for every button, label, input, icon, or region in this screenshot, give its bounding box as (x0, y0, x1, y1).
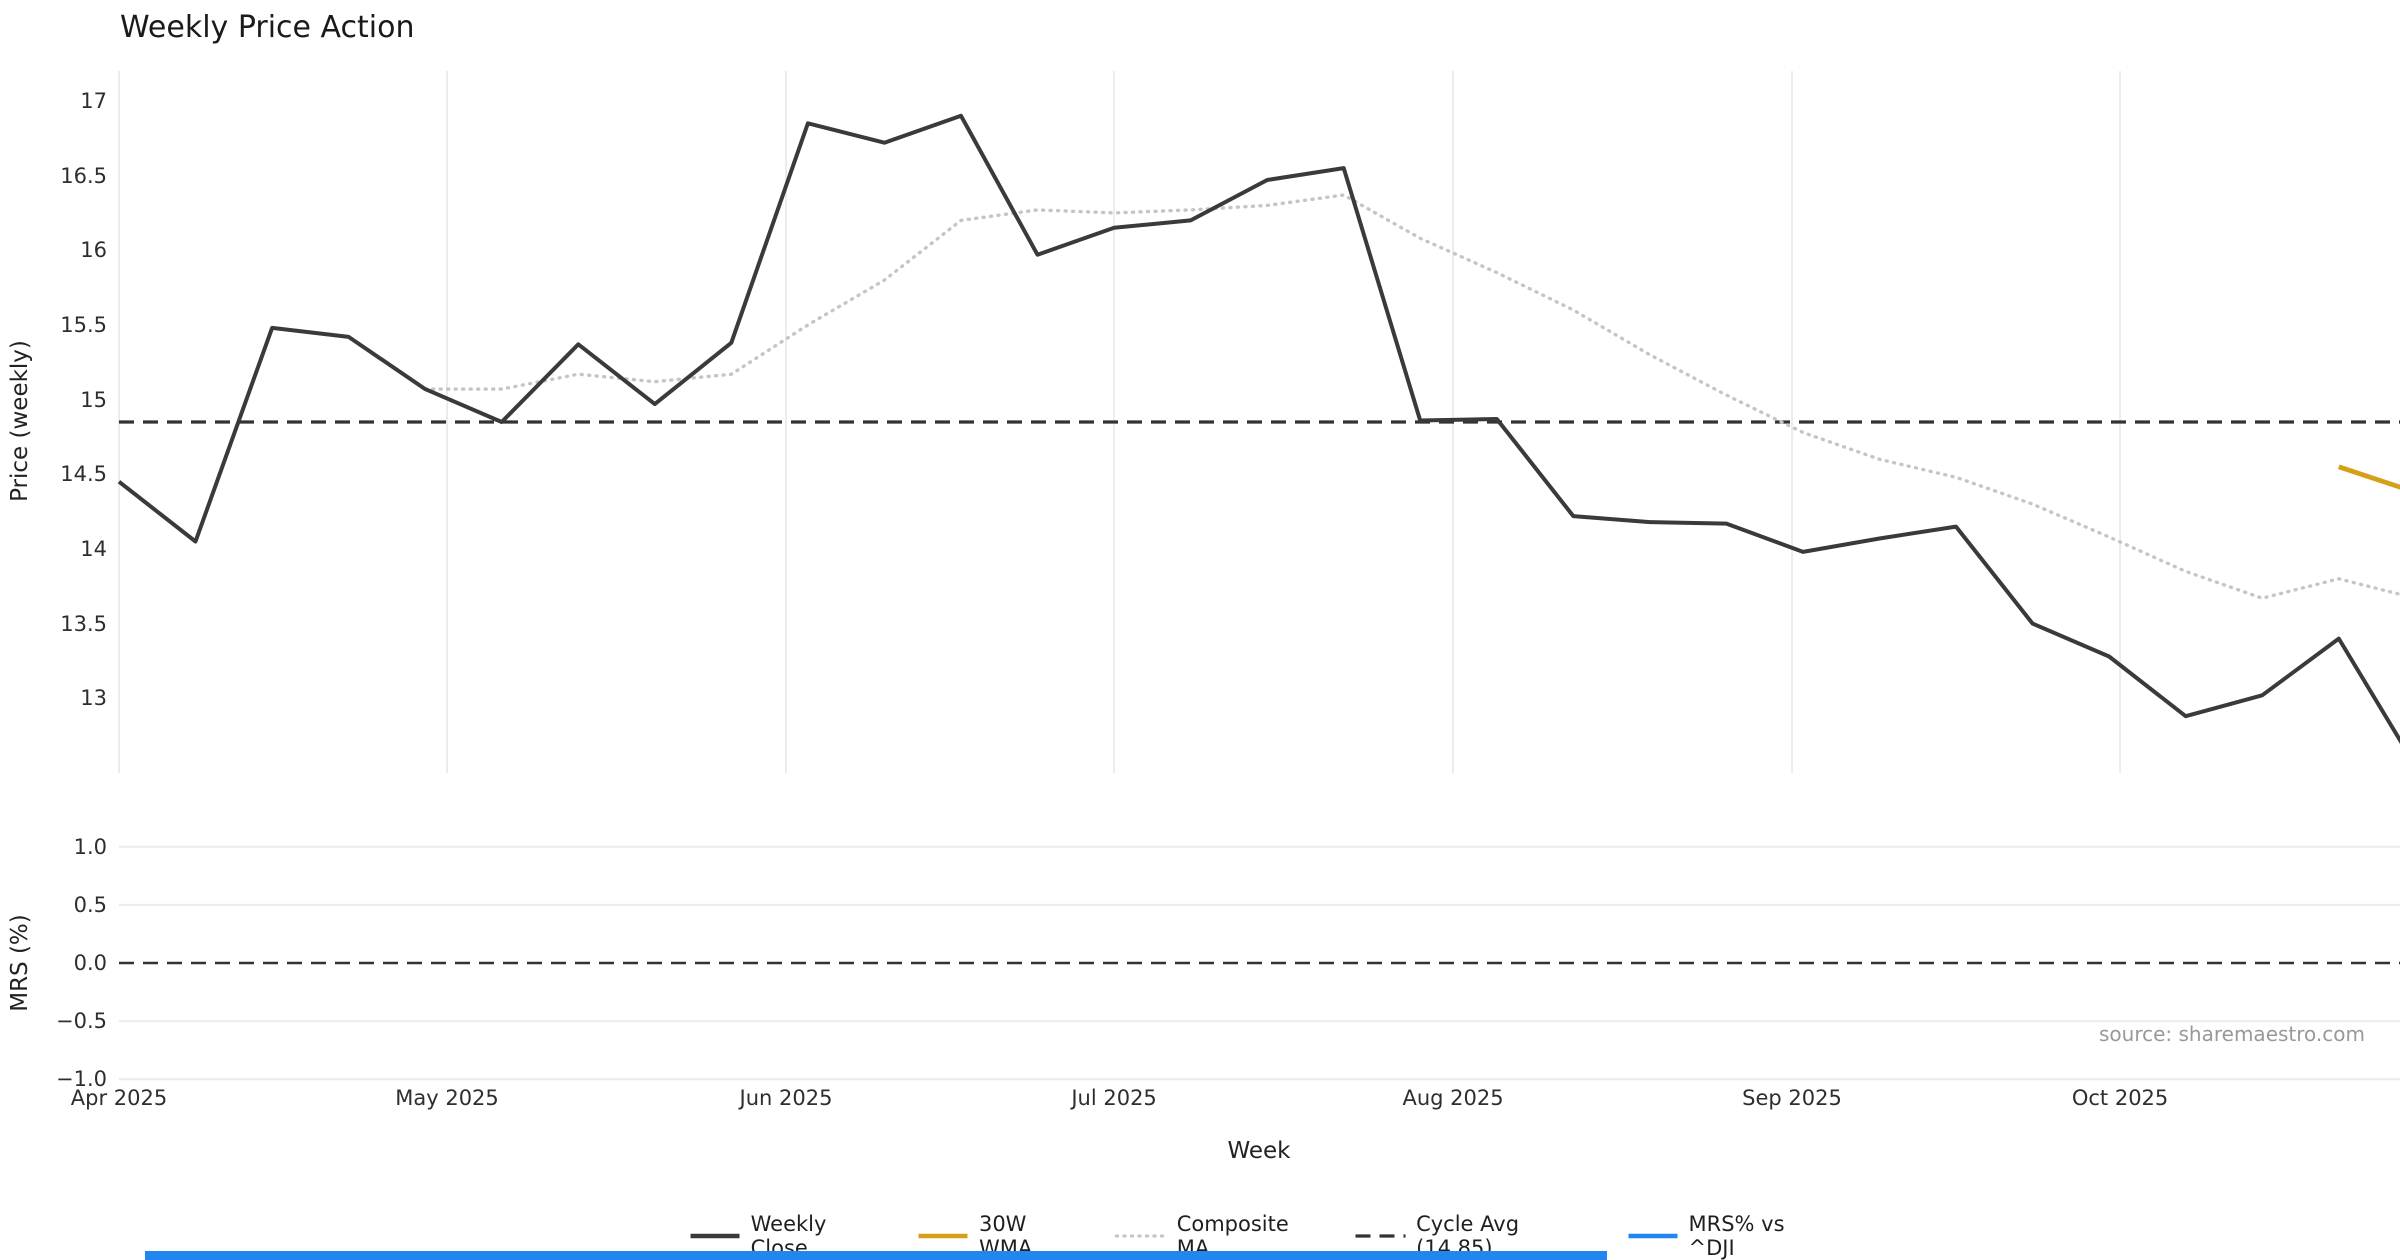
x-tick-label: Aug 2025 (1402, 1086, 1504, 1110)
x-tick-label: Jul 2025 (1071, 1086, 1157, 1110)
legend-swatch-line (690, 1233, 740, 1239)
mrs-tick-label: 0.0 (73, 951, 107, 975)
x-tick-label: May 2025 (395, 1086, 499, 1110)
x-tick-label: Oct 2025 (2071, 1086, 2169, 1110)
legend-swatch-line (1628, 1233, 1678, 1239)
price-tick-label: 17 (80, 88, 107, 113)
price-tick-label: 13.5 (60, 611, 107, 636)
legend-swatch-line (1355, 1234, 1406, 1238)
bottom-blue-bar (145, 1251, 1607, 1260)
mrs-tick-label: −0.5 (56, 1009, 107, 1034)
legend-swatch-line (1114, 1234, 1166, 1238)
price-tick-label: 13 (80, 686, 107, 711)
price-tick-label: 16.5 (60, 163, 107, 188)
source-credit: source: sharemaestro.com (2099, 1022, 2365, 1046)
mrs-tick-label: 1.0 (73, 834, 107, 859)
chart-legend: Weekly Close 30W WMA Composite MA Cycle Avg… (689, 1212, 1830, 1260)
price-tick-label: 14 (80, 536, 107, 561)
legend-item: MRS% vs ^DJI (1626, 1212, 1829, 1260)
x-tick-label: Jun 2025 (739, 1086, 833, 1110)
legend-label: Composite MA (1176, 1212, 1289, 1260)
chart-title: Weekly Price Action (120, 10, 415, 45)
legend-label: MRS% vs ^DJI (1688, 1212, 1785, 1260)
price-tick-label: 15 (80, 387, 107, 412)
price-tick-label: 14.5 (60, 462, 107, 487)
x-tick-label: Sep 2025 (1742, 1086, 1842, 1110)
price-tick-label: 15.5 (60, 312, 107, 337)
mrs-tick-label: 0.5 (73, 892, 107, 917)
mrs-tick-label: −1.0 (56, 1067, 107, 1092)
x-axis-title: Week (1227, 1138, 1291, 1164)
legend-swatch-line (918, 1233, 968, 1239)
price-tick-label: 16 (80, 238, 107, 263)
legend-item: Composite MA (1114, 1212, 1320, 1260)
x-tick-label: Apr 2025 (70, 1086, 168, 1110)
